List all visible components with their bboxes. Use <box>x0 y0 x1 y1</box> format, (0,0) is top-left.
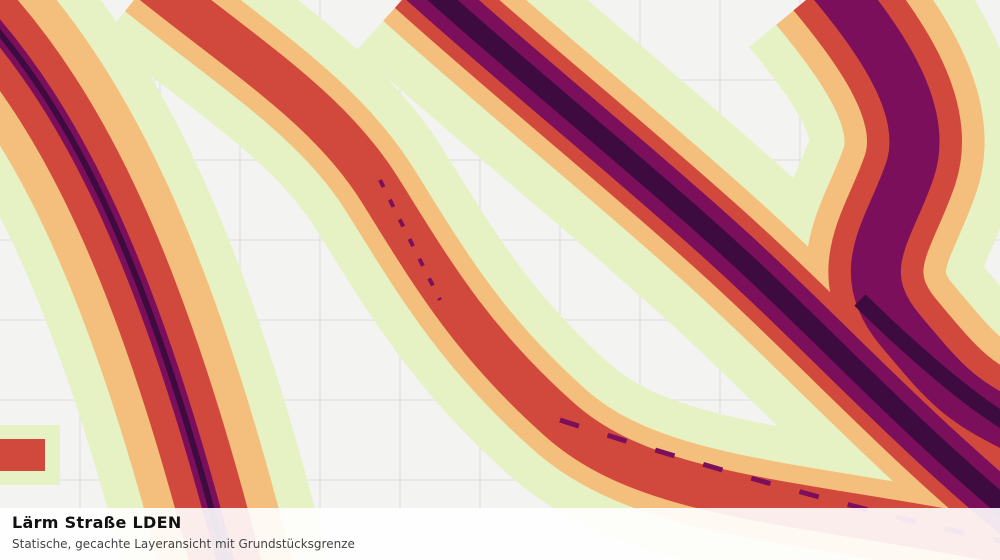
map-subtitle: Statische, gecachte Layeransicht mit Gru… <box>12 537 355 551</box>
map-title: Lärm Straße LDEN <box>12 513 182 532</box>
map-caption: Lärm Straße LDEN Statische, gecachte Lay… <box>0 508 1000 560</box>
